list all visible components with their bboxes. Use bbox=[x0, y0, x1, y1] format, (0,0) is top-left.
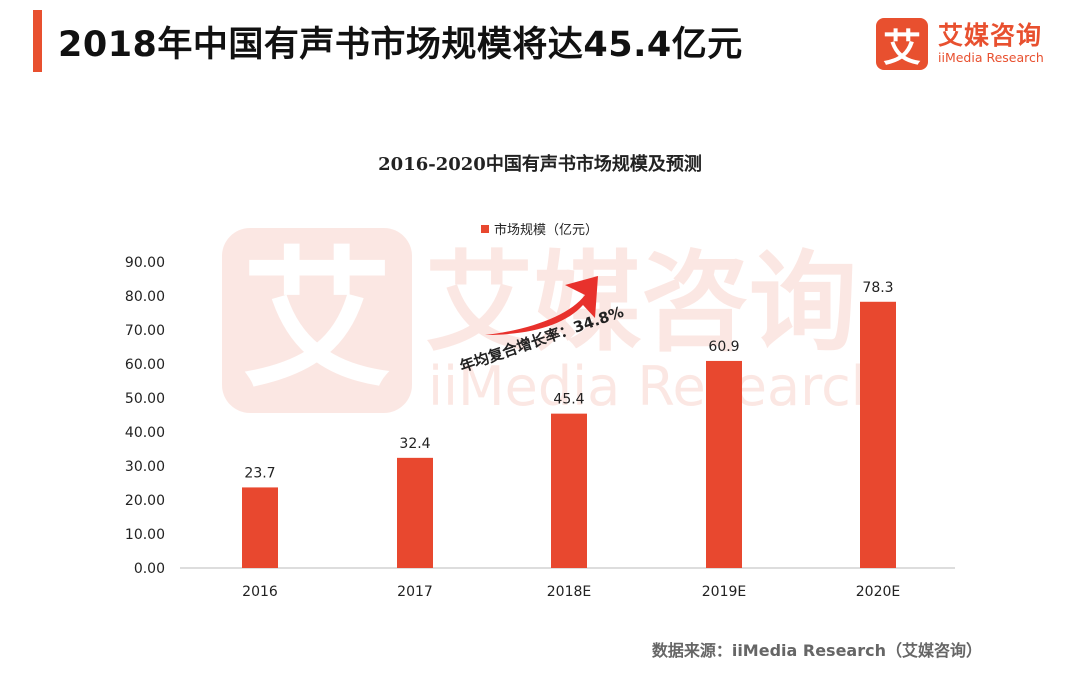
legend-swatch bbox=[481, 225, 489, 233]
y-tick-label: 40.00 bbox=[125, 425, 165, 441]
title-accent-bar bbox=[33, 10, 42, 72]
x-tick-label: 2018E bbox=[547, 584, 591, 600]
y-tick-label: 50.00 bbox=[125, 391, 165, 407]
growth-arrow-icon bbox=[485, 276, 598, 335]
y-tick-label: 60.00 bbox=[125, 357, 165, 373]
watermark-en: iiMedia Research bbox=[428, 355, 885, 418]
bar bbox=[860, 301, 896, 568]
watermark-mark-bg bbox=[222, 228, 412, 413]
y-tick-label: 90.00 bbox=[125, 255, 165, 271]
logo-mark: 艾 bbox=[876, 18, 928, 70]
chart-title: 2016-2020中国有声书市场规模及预测 bbox=[378, 153, 702, 175]
bar bbox=[242, 487, 278, 568]
y-tick-label: 80.00 bbox=[125, 289, 165, 305]
logo-cn: 艾媒咨询 bbox=[938, 21, 1043, 50]
x-tick-label: 2020E bbox=[856, 584, 900, 600]
data-source: 数据来源：iiMedia Research（艾媒咨询） bbox=[651, 641, 982, 660]
legend-label: 市场规模（亿元） bbox=[494, 222, 598, 238]
data-label: 78.3 bbox=[862, 280, 893, 296]
data-label: 32.4 bbox=[399, 436, 430, 452]
data-label: 45.4 bbox=[553, 392, 584, 408]
data-label: 60.9 bbox=[708, 339, 739, 355]
x-tick-label: 2019E bbox=[702, 584, 746, 600]
y-tick-label: 20.00 bbox=[125, 493, 165, 509]
data-label: 23.7 bbox=[244, 465, 275, 481]
watermark-cn: 艾媒咨询 bbox=[425, 241, 857, 366]
watermark: 艾 艾媒咨询 iiMedia Research bbox=[222, 228, 885, 418]
y-tick-label: 0.00 bbox=[134, 561, 165, 577]
bar bbox=[706, 360, 742, 568]
bar bbox=[397, 457, 433, 568]
logo-en: iiMedia Research bbox=[938, 50, 1044, 65]
watermark-mark: 艾 bbox=[242, 234, 392, 408]
page-title: 2018年中国有声书市场规模将达45.4亿元 bbox=[58, 25, 743, 65]
y-tick-label: 70.00 bbox=[125, 323, 165, 339]
y-tick-label: 30.00 bbox=[125, 459, 165, 475]
bar bbox=[551, 413, 587, 568]
x-tick-label: 2017 bbox=[397, 584, 433, 600]
x-tick-label: 2016 bbox=[242, 584, 278, 600]
y-tick-label: 10.00 bbox=[125, 527, 165, 543]
logo: 艾 艾媒咨询 iiMedia Research bbox=[876, 18, 1044, 70]
